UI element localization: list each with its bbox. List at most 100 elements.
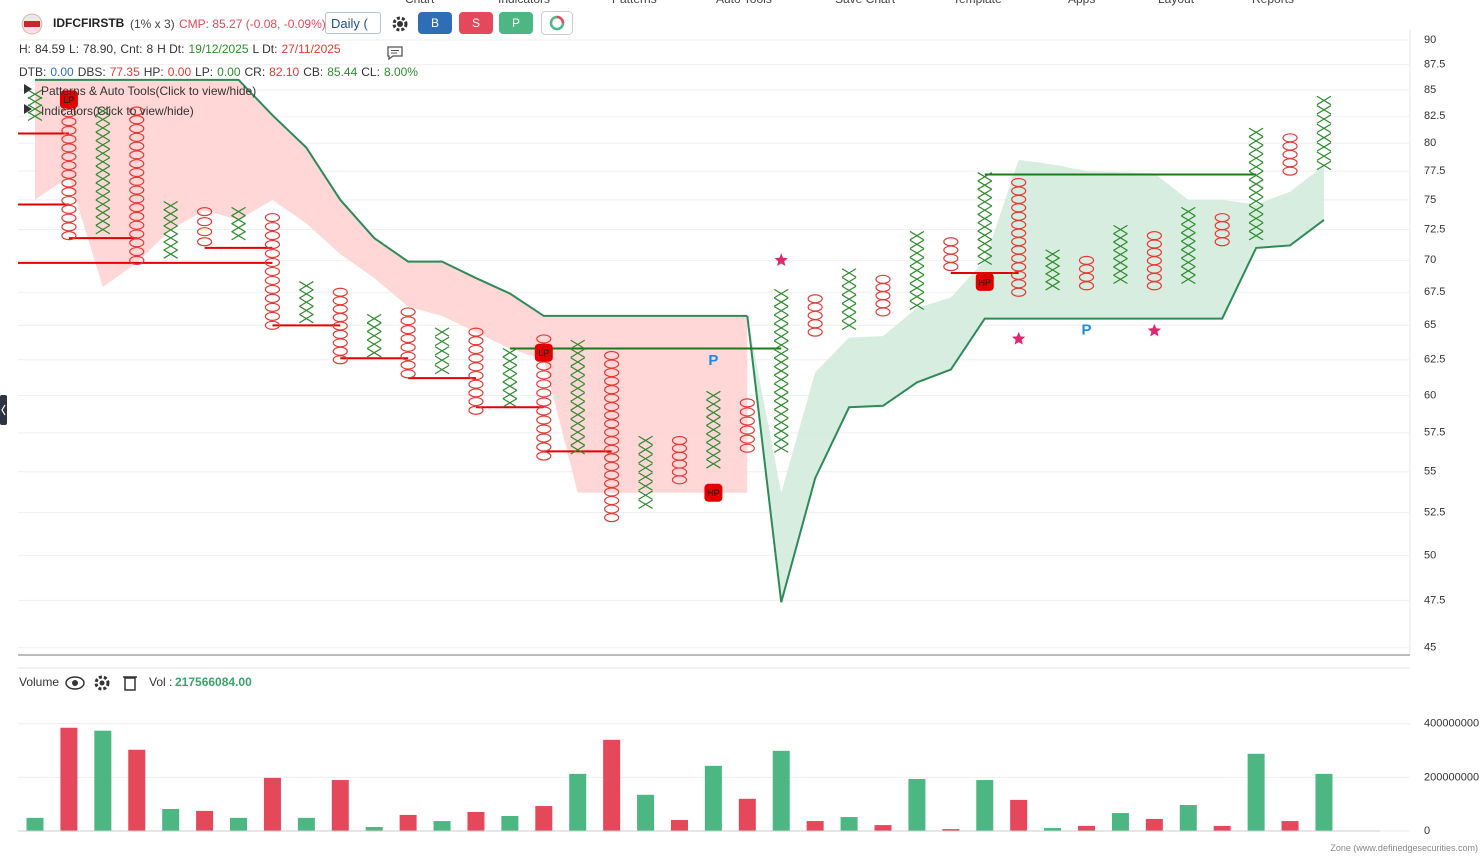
x-glyph <box>1045 273 1060 283</box>
x-glyph <box>706 459 721 469</box>
o-glyph <box>875 282 891 293</box>
side-tab[interactable] <box>0 395 7 425</box>
comment-icon[interactable] <box>386 45 404 61</box>
o-glyph <box>536 442 552 452</box>
o-column <box>129 106 145 265</box>
o-glyph <box>61 169 77 179</box>
o-glyph <box>807 302 823 312</box>
marker-box <box>704 483 723 502</box>
x-glyph <box>231 206 246 217</box>
volume-bar <box>1247 753 1265 831</box>
signal-star <box>1147 323 1161 337</box>
o-glyph <box>468 405 484 415</box>
x-glyph <box>1316 95 1332 106</box>
o-glyph <box>604 513 620 523</box>
o-glyph <box>61 125 77 135</box>
settings-icon[interactable] <box>390 14 410 34</box>
volume-bar <box>433 821 451 831</box>
o-column <box>604 350 620 523</box>
o-glyph <box>264 221 281 232</box>
refresh-icon[interactable] <box>541 11 573 35</box>
o-glyph <box>536 406 552 416</box>
sell-button[interactable]: S <box>459 12 493 34</box>
o-glyph <box>332 338 348 348</box>
o-glyph <box>61 204 77 214</box>
menu-item[interactable]: Chart <box>405 0 434 6</box>
y-tick-label: 87.5 <box>1424 59 1445 71</box>
o-column <box>332 287 348 365</box>
x-glyph <box>638 444 653 455</box>
x-glyph <box>1316 132 1332 143</box>
volume-bar <box>874 825 892 831</box>
stats-row-1: H: 84.59 L: 78.90, Cnt: 8 H Dt: 19/12/2025 L Dt:… <box>19 42 345 56</box>
cloud-area <box>35 79 748 493</box>
x-glyph <box>299 297 314 307</box>
o-glyph <box>61 143 77 153</box>
x-column <box>434 327 450 375</box>
o-column <box>1011 177 1027 297</box>
menu-item[interactable]: Indicators <box>498 0 550 6</box>
o-glyph <box>536 433 552 443</box>
y-tick-label: 65 <box>1424 319 1436 331</box>
o-glyph <box>197 217 213 227</box>
menu-item[interactable]: Template <box>953 0 1002 6</box>
o-glyph <box>129 123 145 134</box>
x-glyph <box>773 348 789 359</box>
stat-label: Cnt: <box>120 42 143 56</box>
x-glyph <box>1113 249 1128 260</box>
x-glyph <box>773 443 789 453</box>
x-glyph <box>1248 222 1264 232</box>
o-glyph <box>129 167 145 178</box>
menu-item[interactable]: Apps <box>1068 0 1095 6</box>
o-glyph <box>1078 264 1095 274</box>
o-glyph <box>671 467 688 477</box>
o-glyph <box>61 195 77 206</box>
stat-label: HP: <box>143 65 164 79</box>
volume-bar <box>230 817 248 831</box>
o-glyph <box>875 291 891 301</box>
o-glyph <box>332 321 348 331</box>
x-glyph <box>706 416 721 426</box>
x-glyph <box>299 305 314 316</box>
o-glyph <box>1011 270 1027 280</box>
x-glyph <box>95 123 111 133</box>
o-glyph <box>1214 237 1230 247</box>
stat-value: 8 <box>146 42 154 56</box>
menu-item[interactable]: Layout <box>1158 0 1194 6</box>
o-glyph <box>468 388 484 398</box>
x-glyph <box>570 436 586 446</box>
symbol: IDFCFIRSTB <box>53 16 125 30</box>
interval-select[interactable]: Daily ( <box>325 12 381 34</box>
p-button[interactable]: P <box>499 12 533 34</box>
volume-icons[interactable] <box>64 674 144 692</box>
o-glyph <box>264 302 281 312</box>
menu-item[interactable]: Save Chart <box>835 0 895 6</box>
menu-item[interactable]: Patterns <box>612 0 657 6</box>
menu-item[interactable]: Reports <box>1252 0 1294 6</box>
menu-item[interactable]: Auto Tools <box>716 0 772 6</box>
x-glyph <box>909 239 925 250</box>
x-glyph <box>434 355 450 365</box>
o-glyph <box>61 134 77 144</box>
o-glyph <box>264 293 281 303</box>
x-glyph <box>502 364 518 375</box>
o-column <box>807 294 823 337</box>
stat-label: H: <box>19 42 31 56</box>
marker-label: HP <box>979 277 992 287</box>
patterns-toggle[interactable]: Patterns & Auto Tools(Click to view/hide… <box>41 84 257 98</box>
stat-label: CL: <box>361 65 380 79</box>
y-tick-label: 85 <box>1424 84 1436 96</box>
stat-label: H Dt: <box>157 42 185 56</box>
x-glyph <box>95 148 111 159</box>
volume-title: Volume <box>19 675 60 689</box>
indicators-toggle[interactable]: Indicators(Click to view/hide) <box>41 104 194 118</box>
x-glyph <box>706 433 721 443</box>
buy-button[interactable]: B <box>418 12 452 34</box>
o-glyph <box>604 487 620 497</box>
o-glyph <box>468 362 484 372</box>
o-glyph <box>1146 264 1162 274</box>
o-glyph <box>604 504 620 514</box>
volume-bar <box>637 794 655 831</box>
x-glyph <box>1113 258 1128 268</box>
